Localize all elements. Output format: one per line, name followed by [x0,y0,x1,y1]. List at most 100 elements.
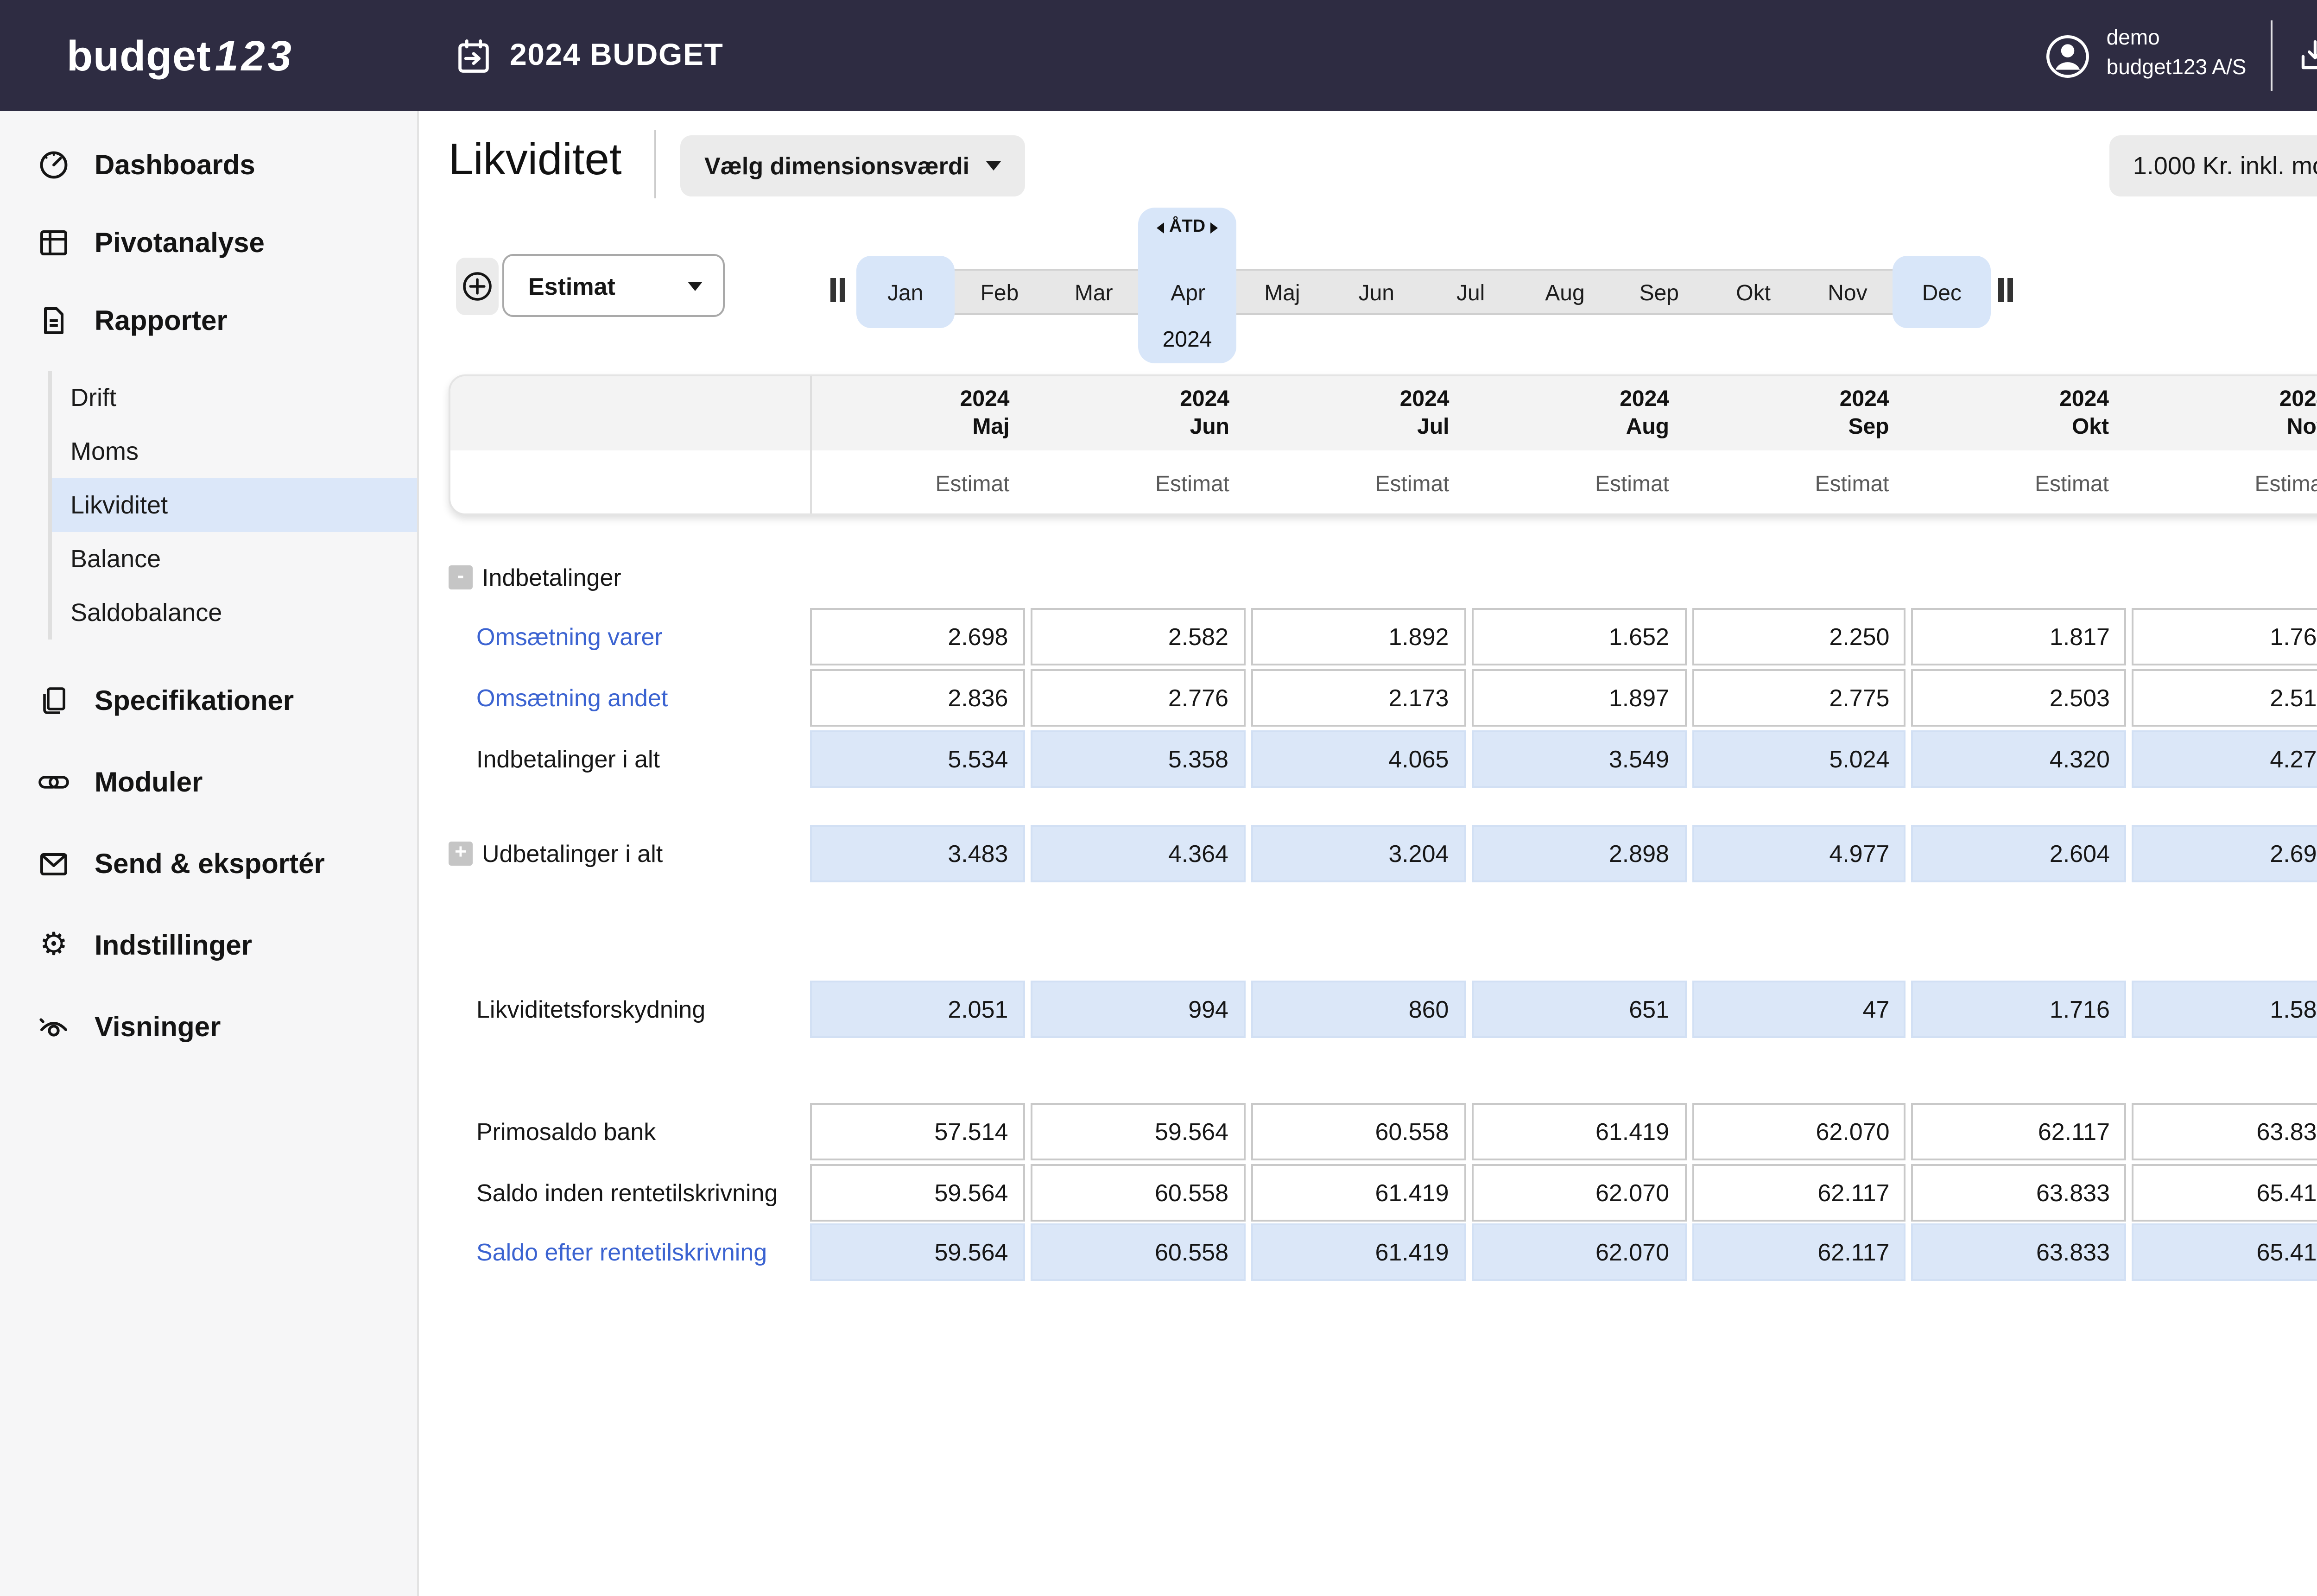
value-cell[interactable]: 4.977 [1691,825,1906,882]
sidebar-item-dashboards[interactable]: Dashboards [0,126,417,204]
timeline-month-jan[interactable]: Jan [858,269,952,315]
sidebar-item-indstillinger[interactable]: ⚙ Indstillinger [0,906,417,984]
range-end-handle[interactable] [1998,278,2012,302]
timeline-month-feb[interactable]: Feb [952,269,1046,315]
value-cell[interactable]: 62.070 [1471,1223,1686,1281]
value-cell[interactable]: 62.070 [1471,1164,1686,1222]
row-label-link[interactable]: Omsætning varer [476,623,663,651]
value-cell[interactable]: 5.534 [810,730,1025,788]
value-cell[interactable]: 62.117 [1691,1164,1906,1222]
sidebar-item-drift[interactable]: Drift [52,371,417,424]
value-cell[interactable]: 2.503 [1912,669,2127,727]
value-cell[interactable]: 1.652 [1471,608,1686,665]
value-cell[interactable]: 2.604 [1912,825,2127,882]
value-cell[interactable]: 2.582 [1031,608,1246,665]
value-cell[interactable]: 60.558 [1251,1103,1466,1160]
column-header[interactable]: 2024Jul [1252,376,1466,450]
accounting-data-status[interactable]: Regnskabstal Sidst opdateret 10-04-2024 [2297,27,2317,84]
value-cell[interactable]: 2.693 [2132,825,2317,882]
sidebar-item-moduler[interactable]: Moduler [0,743,417,821]
brand-logo[interactable]: budget123 [67,0,294,111]
value-cell[interactable]: 59.564 [810,1223,1025,1281]
value-cell[interactable]: 4.320 [1912,730,2127,788]
value-cell[interactable]: 1.892 [1251,608,1466,665]
timeline-month-jul[interactable]: Jul [1424,269,1518,315]
value-cell[interactable]: 4.364 [1031,825,1246,882]
value-cell[interactable]: 61.419 [1251,1223,1466,1281]
value-cell[interactable]: 2.250 [1691,608,1906,665]
value-cell[interactable]: 47 [1691,981,1906,1038]
value-cell[interactable]: 2.776 [1031,669,1246,727]
value-cell[interactable]: 63.833 [2132,1103,2317,1160]
value-cell[interactable]: 62.070 [1691,1103,1906,1160]
value-cell[interactable]: 62.117 [1912,1103,2127,1160]
value-cell[interactable]: 3.549 [1471,730,1686,788]
value-cell[interactable]: 2.836 [810,669,1025,727]
sidebar-item-balance[interactable]: Balance [52,532,417,586]
value-cell[interactable]: 3.204 [1251,825,1466,882]
value-cell[interactable]: 63.833 [1912,1223,2127,1281]
value-cell[interactable]: 994 [1031,981,1246,1038]
scenario-select[interactable]: Estimat [502,254,725,317]
value-cell[interactable]: 59.564 [810,1164,1025,1222]
expand-toggle-icon[interactable]: + [449,842,473,866]
value-cell[interactable]: 2.898 [1471,825,1686,882]
range-start-handle[interactable] [830,278,844,302]
value-cell[interactable]: 57.514 [810,1103,1025,1160]
value-cell[interactable]: 651 [1471,981,1686,1038]
row-label-link[interactable]: Omsætning andet [476,684,668,712]
timeline-month-maj[interactable]: Maj [1235,269,1329,315]
value-cell[interactable]: 65.419 [2132,1164,2317,1222]
value-cell[interactable]: 1.817 [1912,608,2127,665]
sidebar-item-visninger[interactable]: Visninger [0,988,417,1066]
timeline-month-dec[interactable]: Dec [1895,269,1989,315]
value-cell[interactable]: 60.558 [1031,1223,1246,1281]
value-cell[interactable]: 2.051 [810,981,1025,1038]
value-cell[interactable]: 860 [1251,981,1466,1038]
timeline-month-jun[interactable]: Jun [1329,269,1424,315]
value-cell[interactable]: 1.763 [2132,608,2317,665]
sidebar-item-pivotanalyse[interactable]: Pivotanalyse [0,204,417,282]
sidebar-item-rapporter[interactable]: Rapporter [0,282,417,360]
column-header[interactable]: 2024Okt [1912,376,2126,450]
sidebar-item-send-eksporter[interactable]: Send & eksportér [0,825,417,903]
value-cell[interactable]: 4.065 [1251,730,1466,788]
value-cell[interactable]: 4.279 [2132,730,2317,788]
timeline-month-apr[interactable]: Apr [1141,269,1235,315]
value-cell[interactable]: 3.483 [810,825,1025,882]
value-cell[interactable]: 2.173 [1251,669,1466,727]
value-cell[interactable]: 60.558 [1031,1164,1246,1222]
value-cell[interactable]: 62.117 [1691,1223,1906,1281]
value-cell[interactable]: 2.775 [1691,669,1906,727]
timeline-month-okt[interactable]: Okt [1706,269,1800,315]
value-cell[interactable]: 1.586 [2132,981,2317,1038]
value-cell[interactable]: 59.564 [1031,1103,1246,1160]
column-header[interactable]: 2024Aug [1472,376,1686,450]
value-cell[interactable]: 63.833 [1912,1164,2127,1222]
column-header[interactable]: 2024Jun [1032,376,1247,450]
dimension-select-button[interactable]: Vælg dimensionsværdi [680,135,1025,196]
sidebar-item-likviditet[interactable]: Likviditet [52,478,417,532]
column-header[interactable]: 2024Sep [1691,376,1906,450]
sidebar-item-saldobalance[interactable]: Saldobalance [52,586,417,640]
unit-toggle-button[interactable]: 1.000 Kr. inkl. moms [2109,135,2317,196]
sidebar-item-specifikationer[interactable]: Specifikationer [0,662,417,740]
value-cell[interactable]: 61.419 [1471,1103,1686,1160]
timeline-month-nov[interactable]: Nov [1800,269,1894,315]
value-cell[interactable]: 61.419 [1251,1164,1466,1222]
user-menu[interactable]: demo budget123 A/S [2047,27,2247,84]
value-cell[interactable]: 5.358 [1031,730,1246,788]
column-header[interactable]: 2024Maj [812,376,1026,450]
collapse-toggle-icon[interactable]: - [449,564,473,589]
timeline-month-aug[interactable]: Aug [1518,269,1612,315]
column-header[interactable]: 2024Nov [2131,376,2317,450]
timeline-month-sep[interactable]: Sep [1612,269,1706,315]
value-cell[interactable]: 5.024 [1691,730,1906,788]
value-cell[interactable]: 2.698 [810,608,1025,665]
value-cell[interactable]: 1.716 [1912,981,2127,1038]
timeline-month-mar[interactable]: Mar [1047,269,1141,315]
sidebar-item-moms[interactable]: Moms [52,424,417,478]
value-cell[interactable]: 65.419 [2132,1223,2317,1281]
add-column-button[interactable] [456,258,499,315]
row-label-link[interactable]: Saldo efter rentetilskrivning [476,1238,767,1266]
